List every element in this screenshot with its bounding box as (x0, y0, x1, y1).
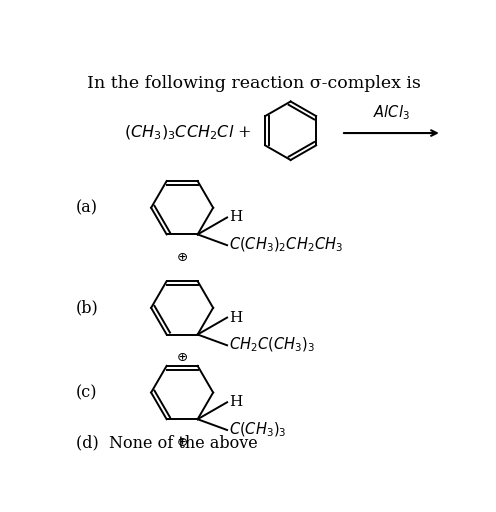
Text: In the following reaction σ-complex is: In the following reaction σ-complex is (87, 75, 421, 92)
Text: H: H (229, 311, 243, 325)
Text: $\oplus$: $\oplus$ (176, 251, 188, 264)
Text: $C(CH_3)_3$: $C(CH_3)_3$ (229, 421, 287, 439)
Text: (b): (b) (76, 300, 99, 316)
Text: (a): (a) (76, 199, 98, 216)
Text: $C(CH_3)_2CH_2CH_3$: $C(CH_3)_2CH_2CH_3$ (229, 236, 343, 254)
Text: $CH_2C(CH_3)_3$: $CH_2C(CH_3)_3$ (229, 336, 315, 354)
Text: $AlCl_3$: $AlCl_3$ (373, 103, 410, 121)
Text: $\oplus$: $\oplus$ (176, 436, 188, 449)
Text: (d)  None of the above: (d) None of the above (76, 434, 258, 451)
Text: H: H (229, 210, 243, 224)
Text: $(CH_3)_3CCH_2Cl$ +: $(CH_3)_3CCH_2Cl$ + (124, 124, 251, 142)
Text: (c): (c) (76, 384, 97, 401)
Text: H: H (229, 395, 243, 409)
Text: $\oplus$: $\oplus$ (176, 351, 188, 364)
